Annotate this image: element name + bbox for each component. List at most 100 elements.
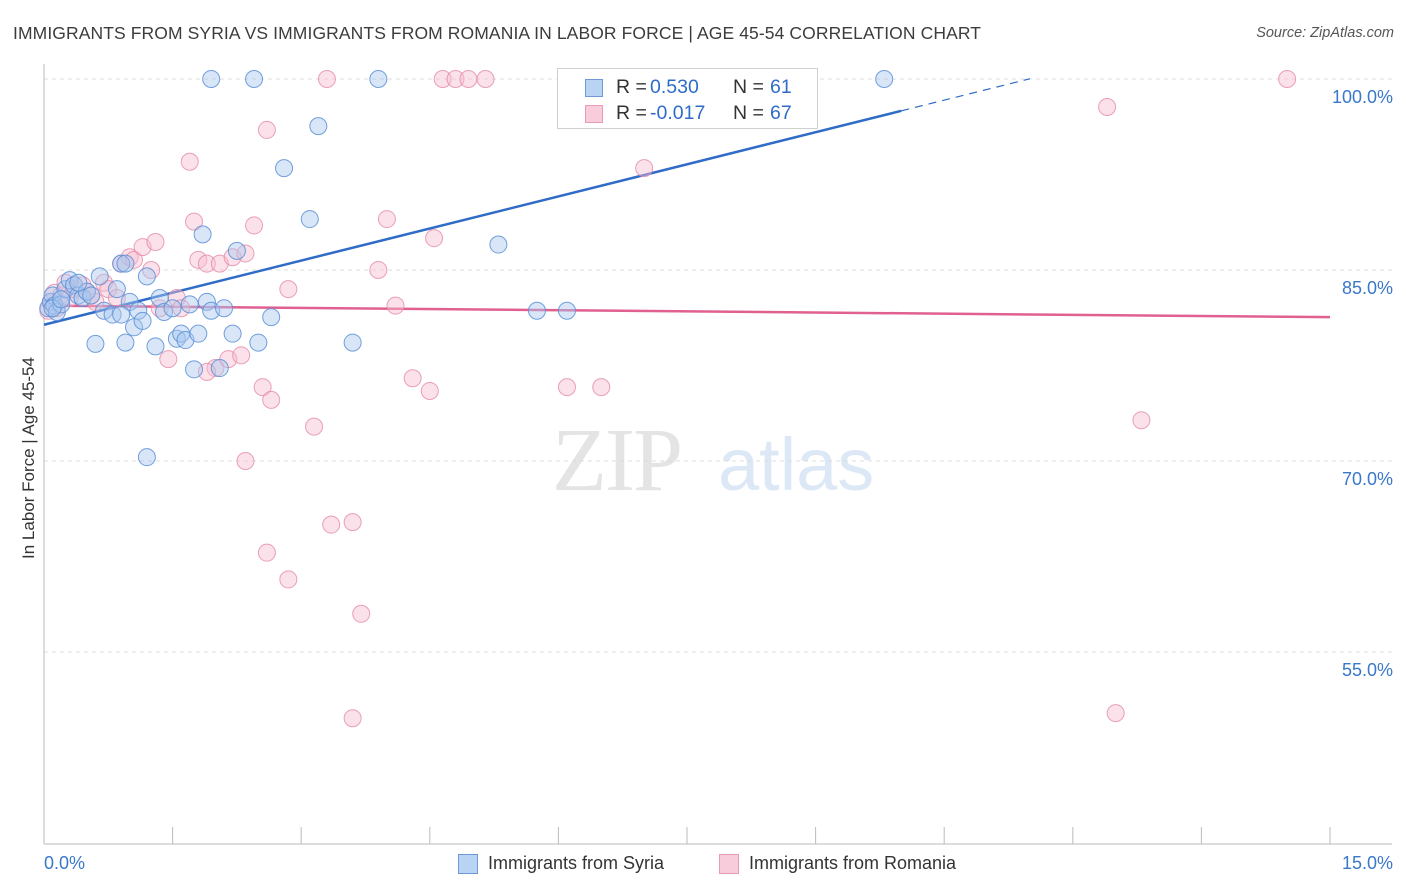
watermark-atlas: atlas (718, 423, 874, 506)
chart-title: IMMIGRANTS FROM SYRIA VS IMMIGRANTS FROM… (13, 23, 982, 43)
romania-point (1106, 704, 1125, 723)
syria-point (163, 299, 182, 318)
syria-point (90, 267, 109, 286)
romania-point (425, 229, 444, 248)
y-tick-label: 100.0% (1332, 87, 1393, 107)
syria-point (262, 308, 281, 327)
syria-point (82, 286, 101, 305)
syria-point (155, 303, 174, 322)
syria-point (210, 359, 229, 378)
romania-point (305, 417, 324, 436)
syria-point (343, 333, 362, 352)
syria-legend-label: Immigrants from Syria (488, 853, 665, 873)
romania-n-label: N = (733, 102, 764, 124)
syria-point (86, 334, 105, 353)
gridlines (44, 78, 1392, 653)
romania-swatch (585, 105, 603, 123)
romania-point (446, 70, 465, 88)
x-tick-label: 15.0% (1342, 853, 1393, 873)
romania-legend-swatch (719, 854, 739, 874)
syria-point (69, 273, 88, 292)
syria-point (275, 159, 294, 178)
syria-point (112, 305, 131, 324)
syria-legend-swatch (458, 854, 478, 874)
romania-point (180, 152, 199, 171)
syria-point (245, 70, 264, 88)
syria-point (309, 117, 328, 136)
romania-point (459, 70, 478, 88)
romania-point (317, 70, 336, 88)
romania-point (257, 543, 276, 562)
romania-point (257, 120, 276, 139)
syria-point (527, 301, 546, 320)
romania-point (189, 250, 208, 269)
syria-point (557, 301, 576, 320)
y-tick-label: 55.0% (1342, 660, 1393, 680)
syria-point (249, 333, 268, 352)
stats-legend: R = 0.530 N = 61 R = -0.017 N = 67 (557, 68, 818, 129)
syria-point (52, 290, 71, 309)
romania-point (403, 369, 422, 388)
syria-point (300, 210, 319, 229)
syria-point (116, 333, 135, 352)
syria-point (215, 299, 234, 318)
syria-n-value: 61 (770, 76, 792, 98)
romania-point (197, 254, 216, 273)
y-axis-label: In Labor Force | Age 45-54 (19, 357, 38, 559)
romania-point (1278, 70, 1297, 88)
syria-point (107, 280, 126, 299)
syria-point (193, 225, 212, 244)
tick-labels: 55.0% 70.0% 85.0% 100.0% 0.0% 15.0% (44, 87, 1393, 873)
y-tick-label: 85.0% (1342, 278, 1393, 298)
syria-point (150, 289, 169, 308)
romania-point (377, 210, 396, 229)
trend-lines (43, 78, 1331, 326)
romania-legend-label: Immigrants from Romania (749, 853, 957, 873)
romania-r-value: -0.017 (650, 102, 706, 124)
romania-point (279, 570, 298, 589)
syria-point (137, 267, 156, 286)
syria-point (202, 70, 221, 88)
syria-point (185, 360, 204, 379)
x-tick-label: 0.0% (44, 853, 85, 873)
romania-point (185, 212, 204, 231)
syria-point (116, 254, 135, 273)
romania-point (262, 390, 281, 409)
syria-point (133, 311, 152, 330)
romania-r-label: R = (616, 102, 647, 124)
syria-r-value: 0.530 (650, 76, 699, 98)
romania-point (245, 216, 264, 235)
romania-point (592, 378, 611, 397)
romania-point (322, 515, 341, 534)
syria-point (180, 295, 199, 314)
y-tick-label: 70.0% (1342, 469, 1393, 489)
syria-trend-extension (901, 78, 1031, 112)
romania-n-value: 67 (770, 102, 792, 124)
syria-trend-line (43, 109, 902, 326)
syria-point (227, 241, 246, 260)
romania-point (420, 381, 439, 400)
axes (43, 64, 1392, 845)
romania-point (433, 70, 452, 88)
romania-point (369, 261, 388, 279)
romania-point (386, 296, 405, 315)
romania-point (232, 346, 251, 365)
syria-point (875, 70, 894, 88)
romania-point (1132, 411, 1151, 430)
source-label: Source: ZipAtlas.com (1256, 25, 1394, 41)
romania-point (476, 70, 495, 88)
romania-point (159, 350, 178, 369)
romania-trend-line (43, 304, 1331, 319)
romania-point (635, 159, 654, 178)
romania-point (279, 280, 298, 299)
romania-point (352, 604, 371, 623)
romania-point (253, 378, 272, 397)
romania-point (1098, 98, 1117, 117)
syria-point (489, 235, 508, 254)
syria-point (137, 448, 156, 467)
syria-point (197, 292, 216, 311)
syria-swatch (585, 79, 603, 97)
syria-point (223, 324, 242, 343)
syria-points (39, 70, 894, 467)
